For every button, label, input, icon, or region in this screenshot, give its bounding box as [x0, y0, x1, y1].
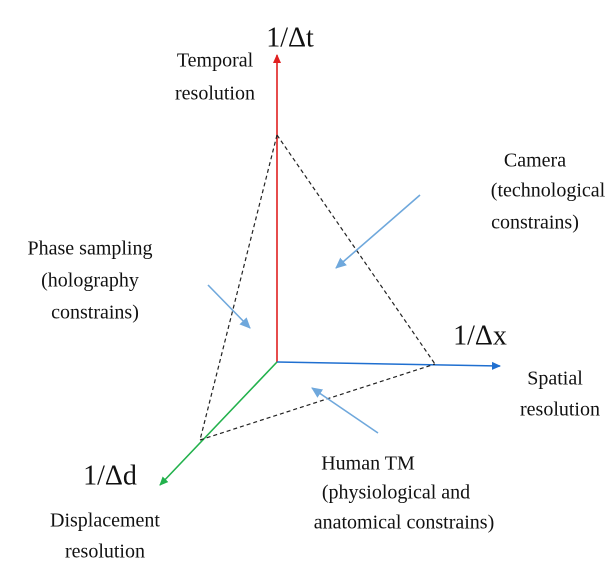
constraint-label: Phase sampling	[28, 238, 153, 260]
pointer-arrow	[311, 387, 379, 434]
constraint-label: (holography	[41, 270, 139, 292]
axis-label: resolution	[175, 83, 255, 105]
axis-symbol: 1/Δd	[83, 460, 137, 491]
constraint-label: constrains)	[51, 302, 139, 324]
displacement-axis	[159, 361, 278, 486]
constraint-label: Human TM	[321, 453, 415, 475]
spatial-axis	[276, 361, 501, 370]
dashed-edge	[199, 363, 436, 441]
dashed-edge	[199, 134, 278, 441]
axis-label: Spatial	[527, 368, 583, 390]
axis-label: resolution	[520, 399, 600, 421]
axis-symbol: 1/Δx	[453, 320, 507, 351]
axis-label: Temporal	[177, 50, 254, 72]
pointer-arrow	[207, 284, 251, 329]
constraint-label: Camera	[504, 150, 566, 172]
axis-label: Displacement	[50, 510, 160, 532]
dashed-edge	[276, 134, 436, 365]
constraint-label: constrains)	[491, 212, 579, 234]
axis-label: resolution	[65, 541, 145, 563]
pointer-arrow	[335, 194, 421, 269]
constraint-label: (physiological and	[322, 482, 470, 504]
constraint-label: (technological	[491, 180, 606, 202]
axis-symbol: 1/Δt	[266, 22, 314, 53]
constraint-label: anatomical constrains)	[314, 512, 495, 534]
